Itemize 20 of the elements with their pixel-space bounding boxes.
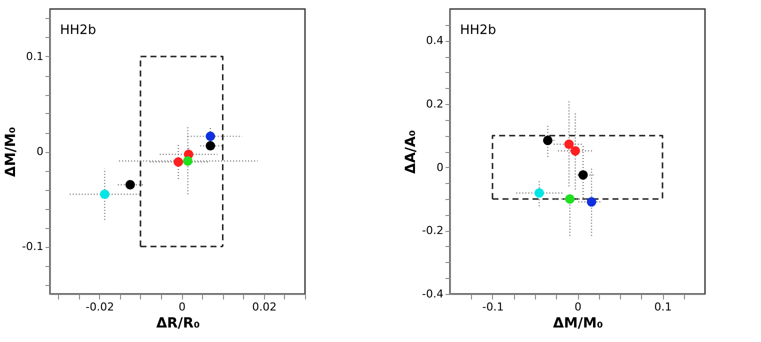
y-tick-label: 0.1 — [26, 50, 44, 63]
annotation: HH2b — [60, 23, 96, 38]
y-tick-label: 0.2 — [426, 98, 444, 110]
y-tick-label: -0.4 — [422, 288, 444, 300]
x-tick-label: 0 — [574, 300, 582, 314]
x-axis-title: ΔM/M₀ — [553, 316, 603, 332]
y-tick-label: -0.1 — [22, 240, 44, 253]
x-tick-label: 0.1 — [654, 300, 672, 314]
annotation: HH2b — [460, 23, 496, 38]
x-tick-label: 0.02 — [252, 300, 277, 314]
y-tick-label: 0.4 — [426, 34, 444, 48]
y-tick-label: 0 — [36, 145, 44, 158]
y-axis-title: ΔA/A₀ — [403, 130, 420, 174]
x-tick-label: 0 — [178, 300, 186, 314]
x-axis-title: ΔR/R₀ — [156, 316, 200, 332]
y-axis-title: ΔM/M₀ — [3, 127, 20, 177]
x-tick-label: -0.02 — [86, 300, 114, 314]
y-tick-label: -0.2 — [422, 224, 444, 238]
x-tick-label: -0.1 — [482, 300, 504, 314]
y-tick-label: 0 — [436, 160, 444, 174]
